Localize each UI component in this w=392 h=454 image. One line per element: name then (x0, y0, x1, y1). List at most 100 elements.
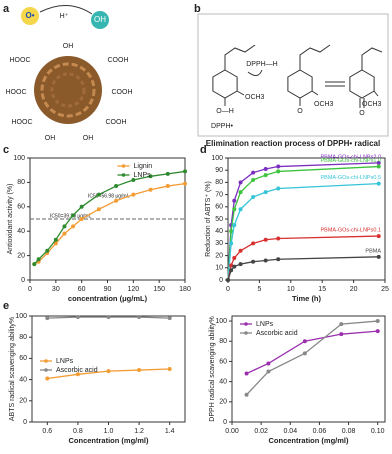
point (232, 223, 237, 228)
annotation: IC50=39.30 μg/mL (50, 213, 92, 219)
y-tick-label: 20 (219, 399, 227, 406)
arrow (247, 69, 263, 76)
series-line (227, 182, 379, 281)
y-tick-label: 10 (215, 265, 223, 272)
arrow (39, 5, 93, 15)
panel-label: a (3, 3, 10, 15)
y-tick-label: 60 (215, 204, 223, 211)
point (106, 315, 111, 320)
point (53, 241, 58, 246)
point (263, 237, 268, 242)
particle-texture (50, 72, 86, 108)
x-tick-label: 1.4 (165, 428, 175, 435)
series-line (227, 165, 379, 281)
point (75, 372, 80, 377)
y-tick-label: 80 (215, 179, 223, 186)
plot-frame (231, 315, 386, 423)
legend-marker (121, 164, 126, 168)
point (96, 192, 101, 197)
ring (349, 69, 375, 99)
x-tick-label: 5 (257, 286, 261, 293)
point (339, 332, 344, 337)
point (148, 187, 153, 192)
point (165, 184, 170, 189)
legend-marker (244, 331, 248, 335)
point (96, 207, 101, 212)
point (229, 241, 234, 246)
y-axis-label: ABTS radical scavenging ability% (9, 317, 16, 421)
radical: O• (25, 11, 34, 20)
point (263, 166, 268, 171)
x-axis-label: Concentration (mg/ml) (69, 436, 150, 445)
point (232, 198, 237, 203)
panel-label: d (200, 144, 207, 156)
chain (224, 44, 256, 70)
group: COOH (112, 89, 133, 96)
legend-marker (44, 359, 48, 363)
point (339, 322, 344, 327)
point (266, 369, 271, 374)
x-tick-label: 1.0 (104, 428, 114, 435)
point (71, 213, 76, 218)
hydroxyl: O—H (216, 108, 234, 115)
legend-marker (244, 322, 248, 326)
x-tick-label: 0.02 (254, 428, 268, 435)
x-tick-label: 0.04 (283, 428, 297, 435)
bond (311, 90, 319, 96)
point (148, 174, 153, 179)
point (114, 198, 119, 203)
y-tick-label: 0 (219, 277, 223, 284)
group: HOOC (12, 119, 33, 126)
legend-label: Ascorbic acid (256, 330, 298, 337)
panel-b: OCH3 O—H DPPH• DPPH—H OCH3 O OCH3 O Elim… (197, 13, 389, 148)
point (251, 177, 256, 182)
y-tick-label: 0 (223, 419, 227, 426)
point (276, 257, 281, 262)
x-tick-label: 15 (318, 286, 326, 293)
x-axis-label: Concentration (mg/ml) (269, 436, 350, 445)
group: COOH (108, 57, 129, 64)
legend-label: PBMA-GOs-chi-LNPs1.0 (320, 158, 381, 164)
legend-label: LNPs (256, 321, 274, 328)
y-tick-label: 40 (219, 378, 227, 385)
point (226, 278, 230, 282)
point (238, 180, 243, 185)
point (238, 262, 243, 267)
x-tick-label: 0.08 (342, 428, 356, 435)
point (376, 164, 381, 169)
point (75, 315, 80, 320)
frame (197, 13, 389, 137)
y-tick-label: 0 (21, 277, 25, 284)
x-tick-label: 0 (226, 286, 230, 293)
product: OH (94, 15, 106, 24)
point (36, 257, 41, 262)
point (244, 371, 249, 376)
group: OH (83, 135, 94, 142)
y-tick-label: 100 (211, 155, 223, 162)
radical: DPPH• (211, 123, 233, 130)
point (45, 376, 50, 381)
point (232, 207, 237, 212)
x-tick-label: 0.6 (42, 428, 52, 435)
point (167, 316, 172, 321)
y-tick-label: 80 (219, 338, 227, 345)
y-axis-label: Antioxidant activity (%) (7, 184, 14, 255)
caption: Elimination reaction process of DPPH• ra… (206, 139, 380, 148)
point (45, 248, 50, 253)
x-tick-label: 20 (350, 286, 358, 293)
x-tick-label: 1.2 (134, 428, 144, 435)
point (302, 339, 307, 344)
reagent: DPPH—H (246, 61, 278, 68)
point (106, 369, 111, 374)
point (79, 217, 84, 221)
group: HOOC (6, 89, 27, 96)
point (167, 367, 172, 371)
panel-a: O• H⁺ OH OH HOOC COOH HOOC COOH HOOC COO… (6, 5, 133, 142)
point (114, 184, 119, 189)
x-tick-label: 0.06 (313, 428, 327, 435)
y-tick-label: 40 (17, 228, 25, 235)
x-tick-label: 90 (104, 286, 112, 293)
bond (236, 90, 245, 96)
y-tick-label: 50 (215, 216, 223, 223)
